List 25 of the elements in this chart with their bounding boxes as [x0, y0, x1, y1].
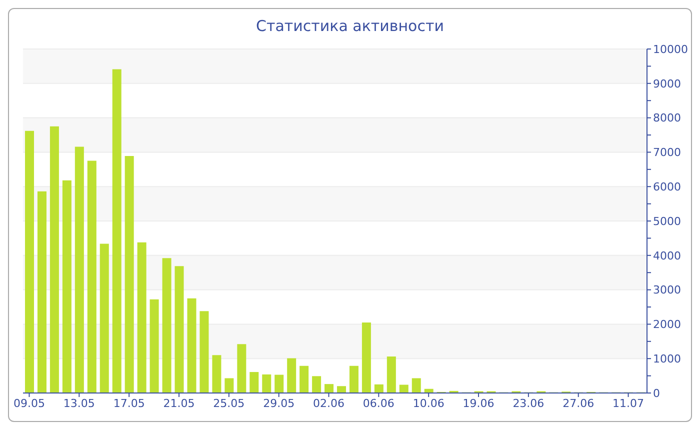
x-tick-label: 09.05 — [13, 396, 45, 410]
y-tick-label: 1000 — [653, 352, 681, 366]
x-tick-label: 21.05 — [163, 396, 195, 410]
y-tick-label: 2000 — [653, 318, 681, 332]
x-tick-label: 29.05 — [263, 396, 295, 410]
x-tick-label: 11.07 — [612, 396, 644, 410]
x-tick-label: 13.05 — [63, 396, 95, 410]
x-tick-label: 06.06 — [362, 396, 394, 410]
x-tick-label: 02.06 — [313, 396, 345, 410]
y-tick-label: 3000 — [653, 284, 681, 297]
x-tick-label: 10.06 — [412, 396, 444, 410]
x-tick-label: 25.05 — [213, 396, 245, 410]
y-tick-label: 10000 — [653, 42, 688, 56]
chart-title: Статистика активности — [255, 17, 445, 37]
y-tick-label: 5000 — [653, 214, 681, 228]
y-tick-label: 4000 — [653, 249, 681, 262]
y-tick-label: 6000 — [653, 180, 681, 194]
x-tick-label: 17.05 — [113, 396, 145, 410]
x-tick-label: 23.06 — [512, 396, 544, 410]
x-tick-label: 19.06 — [462, 396, 494, 410]
y-tick-label: 0 — [653, 386, 660, 400]
x-tick-label: 27.06 — [562, 396, 594, 410]
y-tick-label: 9000 — [653, 77, 681, 90]
y-tick-label: 7000 — [653, 146, 681, 160]
y-tick-label: 8000 — [653, 112, 681, 125]
